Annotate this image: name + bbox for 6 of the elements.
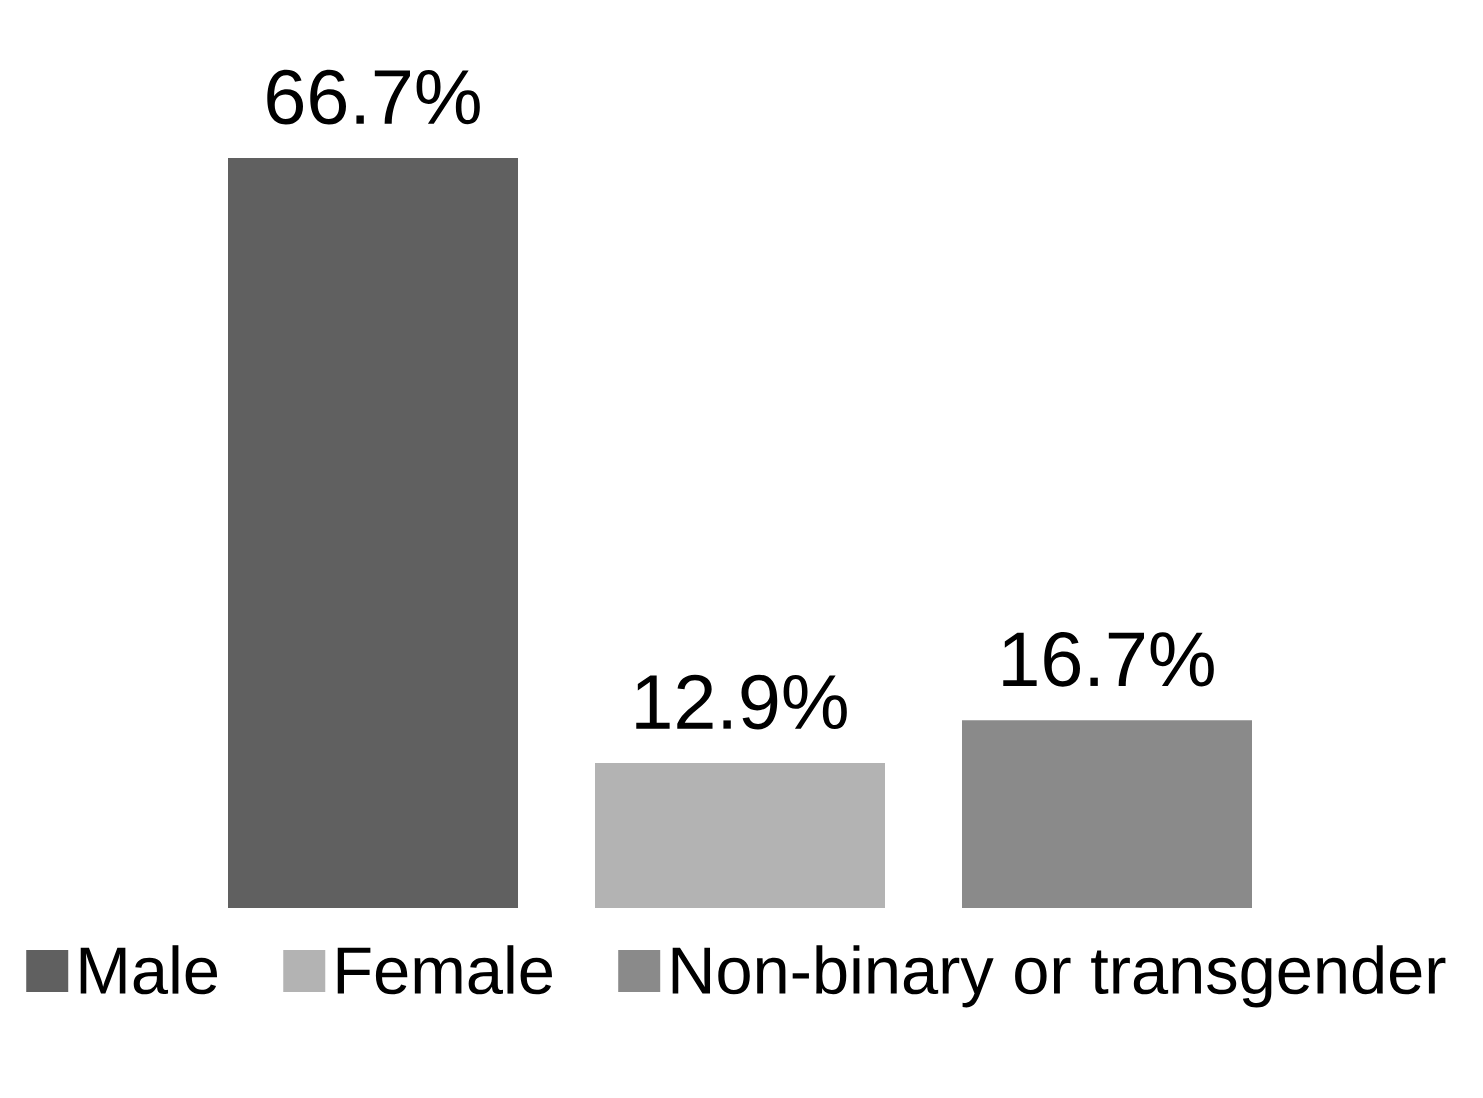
legend-label: Non-binary or transgender <box>672 945 1446 1008</box>
data-label: 66.7% <box>267 69 480 125</box>
data-label: 12.9% <box>636 674 847 730</box>
data-label: 16.7% <box>1003 631 1214 687</box>
legend-label: Male <box>80 945 218 995</box>
legend-label: Female <box>337 945 552 995</box>
